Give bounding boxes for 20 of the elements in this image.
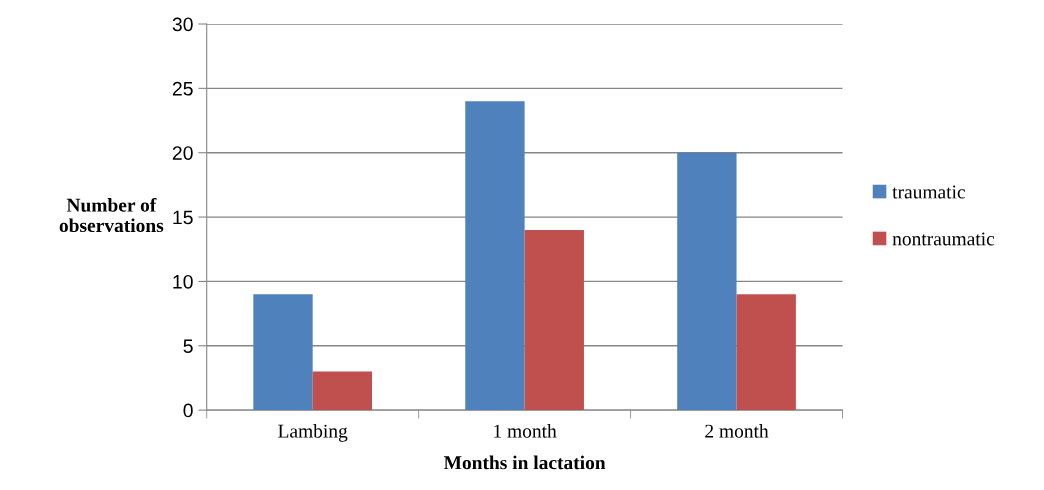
x-tick-label: 2 month <box>705 424 769 438</box>
legend-label: nontraumatic <box>892 232 995 246</box>
legend-label: traumatic <box>892 185 965 199</box>
y-tick-label: 15 <box>173 210 193 225</box>
y-tick-label: 10 <box>173 274 193 289</box>
bar <box>465 101 525 411</box>
y-tick-label: 0 <box>183 403 193 418</box>
x-tick-label: Lambing <box>278 424 348 442</box>
bar <box>253 294 313 411</box>
x-axis-title: Months in lactation <box>443 455 606 470</box>
y-tick-label: 20 <box>172 146 193 160</box>
bar <box>736 294 796 411</box>
bar <box>677 152 737 411</box>
y-tick-label: 5 <box>183 339 193 354</box>
bar <box>524 229 584 411</box>
y-tick-label: 25 <box>172 81 193 96</box>
y-axis-title: Number of observations <box>59 197 164 233</box>
bar <box>312 371 373 411</box>
x-tick-label: 1 month <box>494 424 557 438</box>
y-tick-label: 30 <box>172 17 193 32</box>
